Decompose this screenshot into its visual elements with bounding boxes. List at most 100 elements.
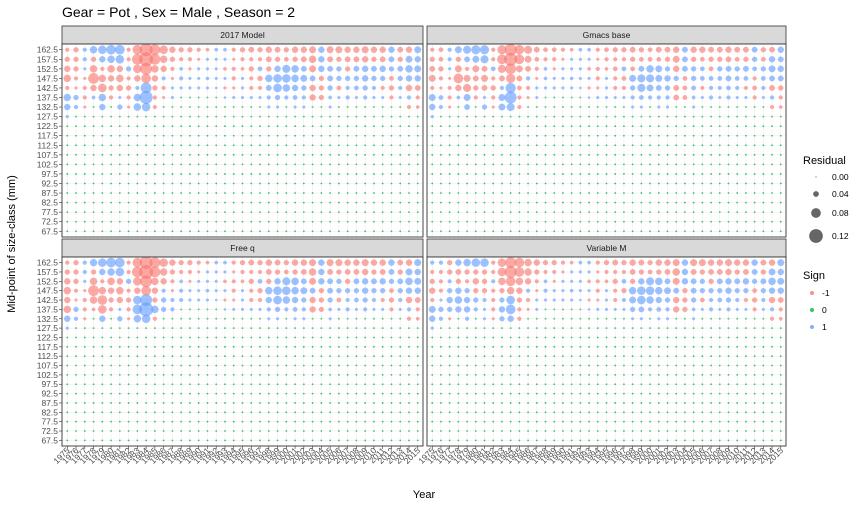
residual-point: [408, 230, 410, 233]
residual-point: [66, 182, 69, 185]
residual-point: [570, 420, 573, 423]
residual-bubble: [629, 46, 636, 53]
residual-point: [294, 230, 296, 233]
residual-bubble: [673, 94, 680, 101]
residual-point: [745, 220, 747, 223]
residual-point: [171, 430, 174, 432]
residual-point: [483, 439, 486, 442]
residual-bubble: [285, 115, 288, 118]
residual-point: [390, 402, 393, 404]
residual-bubble: [170, 76, 174, 80]
residual-point: [127, 420, 130, 423]
residual-point: [596, 230, 599, 233]
facet-strip-label: 2017 Model: [220, 30, 265, 40]
residual-point: [224, 211, 226, 214]
residual-bubble: [162, 106, 165, 109]
residual-point: [448, 373, 451, 376]
residual-point: [215, 411, 218, 414]
residual-bubble: [463, 83, 472, 92]
residual-bubble: [544, 115, 547, 118]
residual-point: [614, 402, 617, 404]
residual-point: [701, 144, 704, 147]
residual-bubble: [98, 74, 107, 83]
residual-bubble: [769, 85, 775, 91]
residual-point: [355, 355, 358, 358]
residual-point: [457, 173, 460, 175]
residual-bubble: [399, 106, 402, 109]
residual-bubble: [274, 259, 281, 266]
residual-bubble: [197, 106, 200, 109]
residual-bubble: [327, 269, 334, 275]
residual-bubble: [438, 66, 444, 72]
residual-point: [509, 336, 512, 339]
residual-point: [553, 336, 556, 339]
residual-point: [631, 125, 634, 128]
residual-point: [710, 144, 712, 147]
residual-bubble: [769, 46, 775, 53]
residual-point: [381, 411, 384, 414]
residual-point: [381, 420, 384, 423]
residual-bubble: [498, 94, 506, 101]
residual-point: [83, 373, 86, 376]
residual-point: [588, 439, 590, 442]
residual-point: [657, 336, 660, 339]
residual-bubble: [371, 85, 377, 91]
residual-point: [623, 173, 625, 175]
residual-bubble: [482, 307, 487, 311]
residual-point: [631, 182, 634, 185]
residual-point: [153, 192, 156, 194]
facet-strip-label: Gmacs base: [583, 30, 631, 40]
residual-bubble: [751, 259, 758, 266]
residual-point: [189, 201, 191, 204]
residual-bubble: [283, 56, 289, 62]
residual-bubble: [178, 47, 184, 53]
residual-bubble: [140, 82, 152, 94]
residual-point: [206, 402, 209, 404]
residual-bubble: [372, 115, 375, 118]
residual-point: [562, 355, 564, 358]
residual-bubble: [718, 307, 722, 311]
residual-point: [416, 430, 419, 432]
residual-point: [666, 201, 669, 204]
residual-bubble: [248, 66, 254, 72]
residual-point: [501, 201, 503, 204]
residual-point: [588, 411, 590, 414]
residual-point: [553, 364, 556, 367]
residual-point: [259, 383, 261, 386]
residual-bubble: [389, 76, 394, 81]
residual-bubble: [752, 307, 757, 312]
residual-bubble: [239, 259, 246, 266]
residual-bubble: [570, 317, 573, 320]
residual-bubble: [698, 259, 706, 267]
residual-point: [294, 364, 296, 367]
residual-bubble: [561, 57, 565, 61]
residual-point: [241, 182, 244, 185]
residual-bubble: [743, 76, 749, 81]
residual-point: [162, 430, 165, 432]
residual-bubble: [666, 115, 669, 118]
residual-bubble: [761, 85, 766, 91]
residual-bubble: [82, 95, 87, 100]
residual-point: [232, 125, 235, 128]
residual-point: [614, 345, 617, 348]
residual-bubble: [241, 317, 244, 320]
residual-bubble: [690, 287, 697, 294]
residual-bubble: [285, 106, 288, 109]
residual-bubble: [274, 278, 281, 285]
residual-point: [535, 220, 538, 223]
residual-point: [440, 153, 442, 156]
residual-bubble: [535, 106, 538, 109]
residual-bubble: [187, 47, 193, 53]
panel-border: [61, 43, 424, 238]
residual-point: [408, 211, 410, 214]
residual-bubble: [178, 259, 184, 266]
residual-bubble: [768, 65, 776, 73]
residual-bubble: [188, 115, 191, 118]
residual-bubble: [153, 115, 156, 118]
residual-point: [127, 144, 130, 147]
residual-bubble: [725, 287, 732, 294]
residual-point: [329, 134, 332, 137]
residual-point: [649, 355, 651, 358]
residual-point: [649, 402, 651, 404]
residual-bubble: [180, 106, 183, 109]
